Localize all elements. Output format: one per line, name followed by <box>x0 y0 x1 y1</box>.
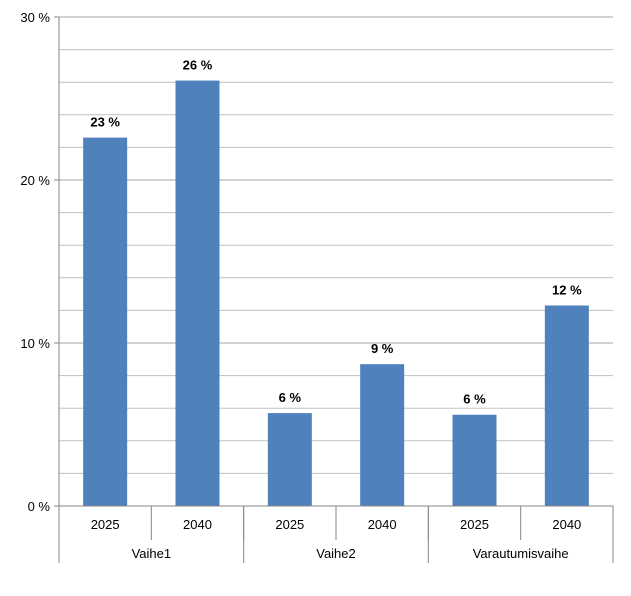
x-group-label: Vaihe1 <box>132 546 172 561</box>
data-label: 23 % <box>90 115 120 130</box>
x-group-label: Vaihe2 <box>316 546 356 561</box>
x-category-label: 2025 <box>275 517 304 532</box>
x-category-label: 2025 <box>460 517 489 532</box>
y-tick-label: 0 % <box>28 499 51 514</box>
y-tick-label: 30 % <box>20 10 50 25</box>
x-category-label: 2040 <box>552 517 581 532</box>
x-group-label: Varautumisvaihe <box>473 546 569 561</box>
data-label: 6 % <box>279 390 302 405</box>
bar <box>267 413 312 506</box>
data-label: 26 % <box>183 58 213 73</box>
bar <box>360 364 405 506</box>
data-label: 9 % <box>371 341 394 356</box>
bar <box>452 414 497 506</box>
bar <box>544 305 589 506</box>
y-tick-label: 10 % <box>20 336 50 351</box>
bar <box>175 80 220 506</box>
x-category-label: 2040 <box>368 517 397 532</box>
y-tick-label: 20 % <box>20 173 50 188</box>
x-category-label: 2025 <box>91 517 120 532</box>
data-label: 6 % <box>463 392 486 407</box>
data-label: 12 % <box>552 283 582 298</box>
bar <box>83 137 128 506</box>
x-category-label: 2040 <box>183 517 212 532</box>
